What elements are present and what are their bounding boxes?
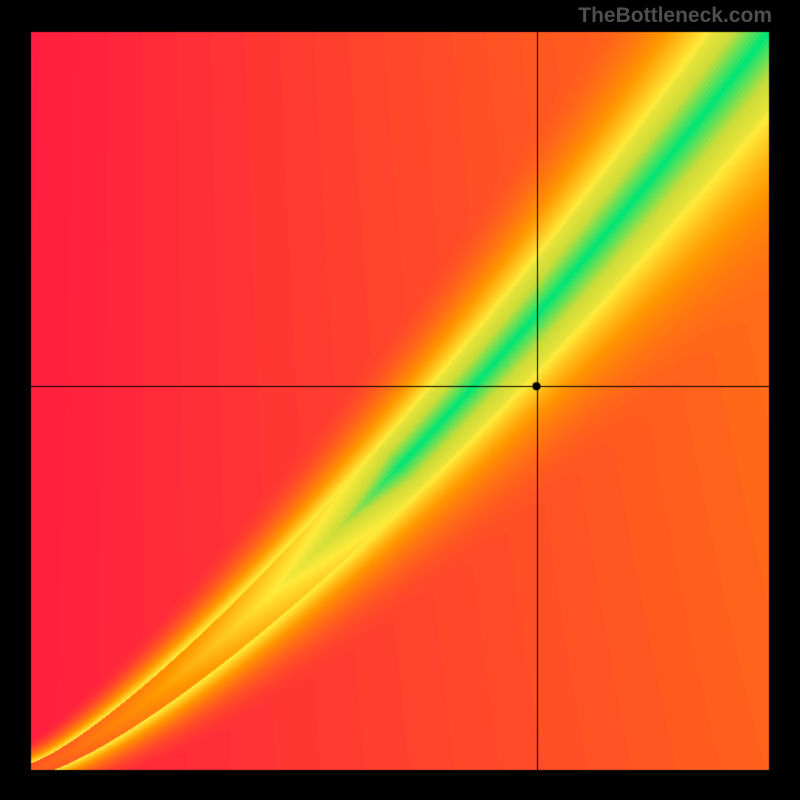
attribution-label: TheBottleneck.com xyxy=(578,4,772,28)
bottleneck-heatmap xyxy=(0,0,800,800)
chart-container: TheBottleneck.com xyxy=(0,0,800,800)
